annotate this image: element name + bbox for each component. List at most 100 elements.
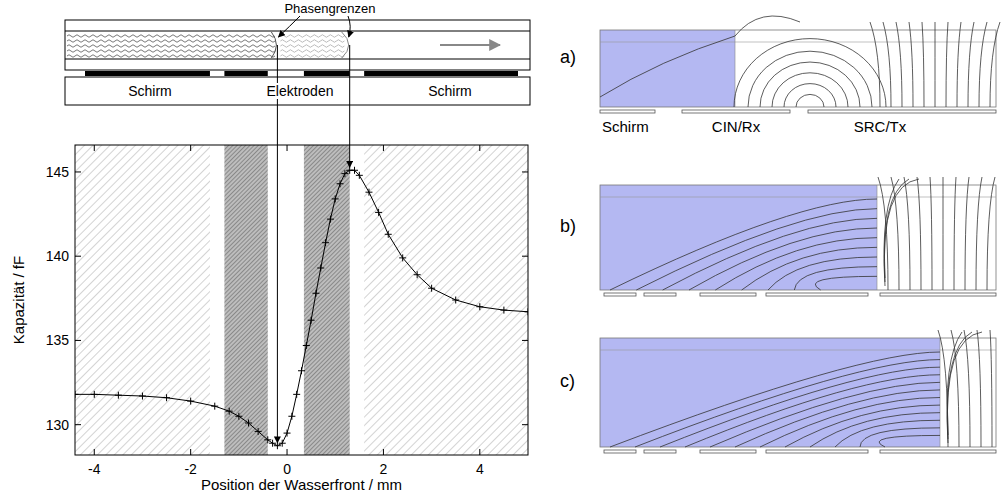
data-point xyxy=(365,189,372,196)
electrode-bar xyxy=(304,71,350,76)
water-wave xyxy=(67,50,275,53)
field-line xyxy=(976,177,982,290)
field-panel xyxy=(600,330,996,453)
y-tick xyxy=(75,424,528,425)
field-line xyxy=(715,238,877,290)
schematic xyxy=(65,20,530,105)
electrode-label: CIN/Rx xyxy=(712,118,761,135)
channel-line xyxy=(600,350,996,351)
data-point xyxy=(115,392,122,399)
data-point xyxy=(163,394,170,401)
field-line xyxy=(685,375,940,447)
shield-region xyxy=(75,145,210,455)
field-line xyxy=(964,330,970,447)
x-tick xyxy=(287,145,288,455)
electrode-label: Schirm xyxy=(602,118,649,135)
y-tick-label: 135 xyxy=(46,332,70,348)
water-fill xyxy=(600,30,735,107)
data-point xyxy=(317,264,324,271)
x-axis-title: Position der Wasserfront / mm xyxy=(201,476,402,493)
figure: -4-2024130135140145Position der Wasserfr… xyxy=(0,0,1001,501)
y-axis-title: Kapazität / fF xyxy=(10,256,27,344)
data-point xyxy=(303,342,310,349)
channel-box xyxy=(600,185,996,290)
field-line xyxy=(860,428,940,447)
field-line xyxy=(930,177,932,290)
electrode-region xyxy=(224,145,267,455)
x-tick xyxy=(94,145,95,455)
phase-annotation: Phasengrenzen xyxy=(284,1,375,16)
electrode-bar xyxy=(364,71,518,76)
x-tick-label: 2 xyxy=(380,461,388,477)
water-wave xyxy=(67,55,275,58)
panel-electrode xyxy=(766,293,868,296)
data-point xyxy=(476,303,483,310)
x-tick xyxy=(479,145,480,455)
field-line xyxy=(772,73,848,107)
substrate xyxy=(65,77,530,105)
data-point xyxy=(428,285,435,292)
data-point xyxy=(351,167,358,174)
panel-electrode xyxy=(700,293,756,296)
x-tick-label: 4 xyxy=(476,461,484,477)
y-tick xyxy=(75,340,528,341)
data-point xyxy=(187,398,194,405)
y-tick xyxy=(75,171,528,172)
field-line xyxy=(815,276,877,290)
plot-background xyxy=(75,145,528,455)
field-line xyxy=(635,360,940,447)
field-line xyxy=(760,398,940,448)
flow-arrow xyxy=(440,44,500,46)
data-point xyxy=(279,440,286,447)
field-line xyxy=(610,352,940,447)
film-wave xyxy=(280,35,344,38)
field-line xyxy=(990,22,1000,107)
field-line xyxy=(977,330,981,447)
field-line xyxy=(735,16,800,36)
data-point xyxy=(341,170,348,177)
data-point xyxy=(356,172,363,179)
panel-letter: c) xyxy=(560,371,575,391)
field-line xyxy=(660,367,940,447)
channel-box xyxy=(600,30,996,107)
field-line xyxy=(710,382,940,447)
field-line xyxy=(878,177,888,290)
field-line xyxy=(810,413,940,447)
field-line xyxy=(943,177,944,290)
field-line xyxy=(904,177,910,290)
panel-letter: a) xyxy=(560,47,576,67)
panel-electrode xyxy=(880,293,996,296)
field-line xyxy=(784,84,836,107)
water-fill xyxy=(600,185,877,290)
panel-letter: b) xyxy=(560,216,576,236)
water-wave xyxy=(67,45,275,48)
label-patch xyxy=(126,83,174,99)
field-line xyxy=(785,405,940,447)
field-line xyxy=(968,22,974,107)
field-line xyxy=(990,330,992,447)
y-tick xyxy=(75,256,528,257)
data-point xyxy=(298,367,305,374)
annotation-arrow xyxy=(348,16,350,37)
channel-wall xyxy=(65,31,530,32)
electrode-bar xyxy=(85,71,210,76)
electrode-bar xyxy=(224,71,267,76)
annotation-arrow xyxy=(278,16,300,37)
panel-electrode xyxy=(600,110,655,113)
field-line xyxy=(870,22,880,107)
y-tick-label: 130 xyxy=(46,417,70,433)
panel-electrode xyxy=(604,450,636,453)
field-line xyxy=(742,247,877,290)
panel-electrode xyxy=(700,450,756,453)
data-point xyxy=(245,419,252,426)
data-point xyxy=(385,231,392,238)
plot-area xyxy=(75,145,528,455)
panel-electrode xyxy=(644,450,676,453)
field-line xyxy=(938,330,948,447)
water-wave xyxy=(67,35,275,38)
field-line xyxy=(735,390,940,447)
water-wave xyxy=(67,40,275,43)
field-line xyxy=(987,177,995,290)
field-line xyxy=(748,51,872,107)
schematic-label: Schirm xyxy=(428,83,472,99)
